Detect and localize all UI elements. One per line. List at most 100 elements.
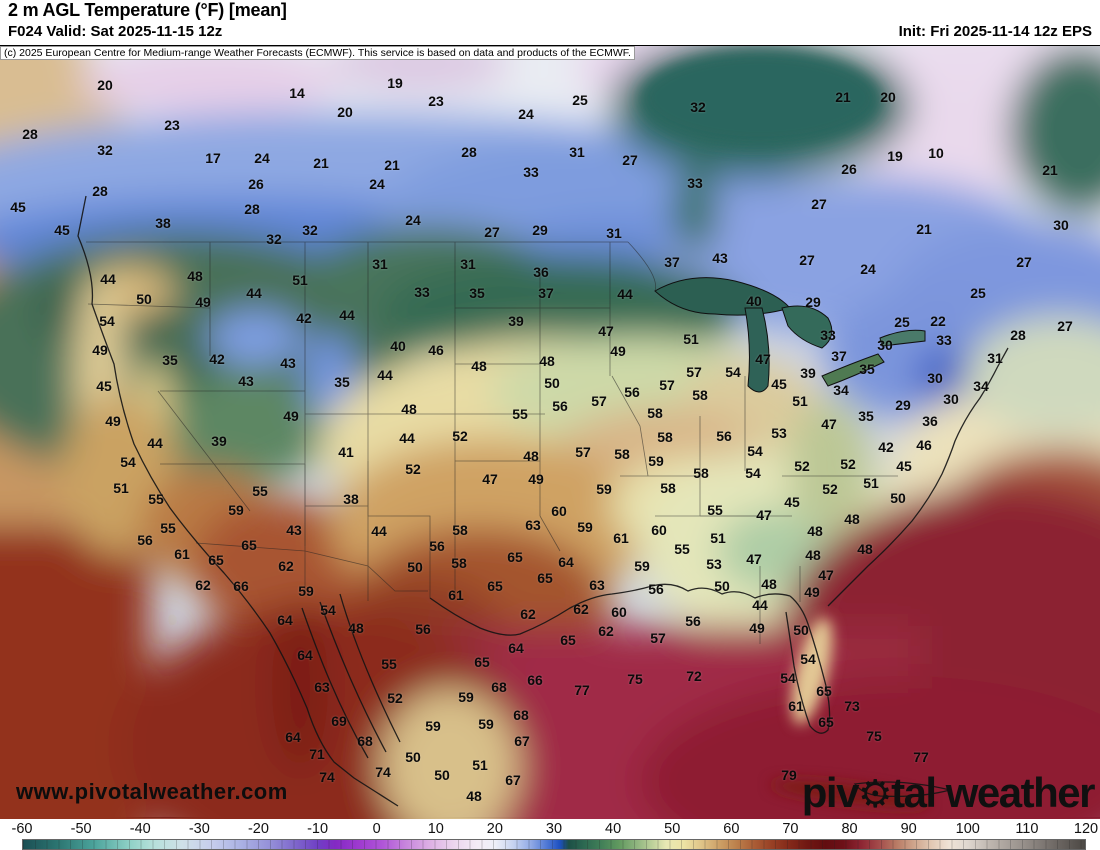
- temp-label: 56: [415, 621, 431, 637]
- temp-label: 73: [844, 698, 860, 714]
- temp-label: 58: [693, 465, 709, 481]
- temp-label: 64: [285, 729, 301, 745]
- temp-label: 49: [92, 342, 108, 358]
- temp-label: 53: [706, 556, 722, 572]
- temp-label: 53: [771, 425, 787, 441]
- temp-label: 58: [451, 555, 467, 571]
- colorbar-tick: 100: [955, 821, 980, 837]
- temp-label: 42: [296, 310, 312, 326]
- temp-label: 32: [302, 222, 318, 238]
- temp-label: 47: [821, 416, 837, 432]
- temp-label: 48: [857, 541, 873, 557]
- temp-label: 45: [771, 376, 787, 392]
- temp-label: 59: [298, 583, 314, 599]
- temp-label: 27: [811, 196, 827, 212]
- temp-label: 51: [863, 475, 879, 491]
- temp-label: 44: [100, 271, 116, 287]
- temp-label: 25: [572, 92, 588, 108]
- colorbar-tick: 120: [1073, 821, 1099, 837]
- temp-label: 47: [756, 507, 772, 523]
- temp-label: 32: [690, 99, 706, 115]
- temp-label: 35: [858, 408, 874, 424]
- temp-label: 35: [334, 374, 350, 390]
- temp-label: 65: [208, 552, 224, 568]
- temp-label: 28: [461, 144, 477, 160]
- temp-label: 36: [533, 264, 549, 280]
- temp-label: 44: [617, 286, 633, 302]
- temp-label: 44: [339, 307, 355, 323]
- colorbar-tick: -20: [247, 821, 269, 837]
- temp-label: 48: [523, 448, 539, 464]
- temp-label: 43: [286, 522, 302, 538]
- temp-label: 45: [784, 494, 800, 510]
- temp-label: 47: [482, 471, 498, 487]
- temp-label: 58: [660, 480, 676, 496]
- temp-label: 62: [573, 601, 589, 617]
- temp-label: 48: [539, 353, 555, 369]
- temp-label: 41: [338, 444, 354, 460]
- temp-label: 47: [598, 323, 614, 339]
- temp-label: 69: [331, 713, 347, 729]
- temp-label: 61: [448, 587, 464, 603]
- temp-label: 22: [930, 313, 946, 329]
- temp-label: 45: [10, 199, 26, 215]
- temp-label: 60: [651, 522, 667, 538]
- temp-label: 21: [1042, 162, 1058, 178]
- temp-label: 49: [610, 343, 626, 359]
- temp-label: 34: [833, 382, 849, 398]
- temp-label: 58: [692, 387, 708, 403]
- logo-text-post: tal weather: [891, 769, 1095, 817]
- temp-label: 65: [507, 549, 523, 565]
- temp-label: 29: [805, 294, 821, 310]
- temp-label: 54: [120, 454, 136, 470]
- temp-label: 60: [611, 604, 627, 620]
- copyright-notice: (c) 2025 European Centre for Medium-rang…: [0, 46, 635, 60]
- temp-label: 28: [92, 183, 108, 199]
- temp-label: 44: [377, 367, 393, 383]
- temp-label: 43: [238, 373, 254, 389]
- temp-label: 10: [928, 145, 944, 161]
- temp-label: 52: [452, 428, 468, 444]
- temp-label: 54: [725, 364, 741, 380]
- temp-label: 25: [970, 285, 986, 301]
- temp-label: 39: [211, 433, 227, 449]
- temp-label: 59: [577, 519, 593, 535]
- temp-label: 26: [841, 161, 857, 177]
- init-time: Init: Fri 2025-11-14 12z EPS: [898, 23, 1092, 40]
- colorbar-tick: 20: [486, 821, 503, 837]
- temp-label: 63: [525, 517, 541, 533]
- colorbar-tick: 0: [372, 821, 381, 837]
- temp-label: 68: [491, 679, 507, 695]
- temp-label: 35: [859, 361, 875, 377]
- temp-label: 45: [896, 458, 912, 474]
- temp-label: 62: [195, 577, 211, 593]
- temp-label: 65: [818, 714, 834, 730]
- temp-label: 50: [890, 490, 906, 506]
- temp-label: 61: [613, 530, 629, 546]
- temp-label: 68: [513, 707, 529, 723]
- temp-label: 52: [387, 690, 403, 706]
- temp-label: 44: [246, 285, 262, 301]
- temp-label: 44: [147, 435, 163, 451]
- temp-label: 19: [387, 75, 403, 91]
- temp-label: 27: [484, 224, 500, 240]
- temp-label: 52: [405, 461, 421, 477]
- temp-label: 56: [429, 538, 445, 554]
- temp-label: 65: [241, 537, 257, 553]
- temp-label: 30: [927, 370, 943, 386]
- temp-label: 33: [687, 175, 703, 191]
- temp-label: 40: [746, 293, 762, 309]
- temp-label: 20: [337, 104, 353, 120]
- temp-label: 47: [755, 351, 771, 367]
- valid-time: F024 Valid: Sat 2025-11-15 12z: [8, 23, 223, 40]
- temp-label: 19: [887, 148, 903, 164]
- temp-label: 52: [840, 456, 856, 472]
- colorbar-tick: -30: [188, 821, 210, 837]
- temp-label: 64: [558, 554, 574, 570]
- temp-label: 46: [428, 342, 444, 358]
- temperature-field: [0, 46, 1100, 819]
- colorbar-tick: 110: [1015, 821, 1039, 837]
- temp-label: 35: [469, 285, 485, 301]
- temp-label: 67: [514, 733, 530, 749]
- temp-label: 74: [319, 769, 335, 785]
